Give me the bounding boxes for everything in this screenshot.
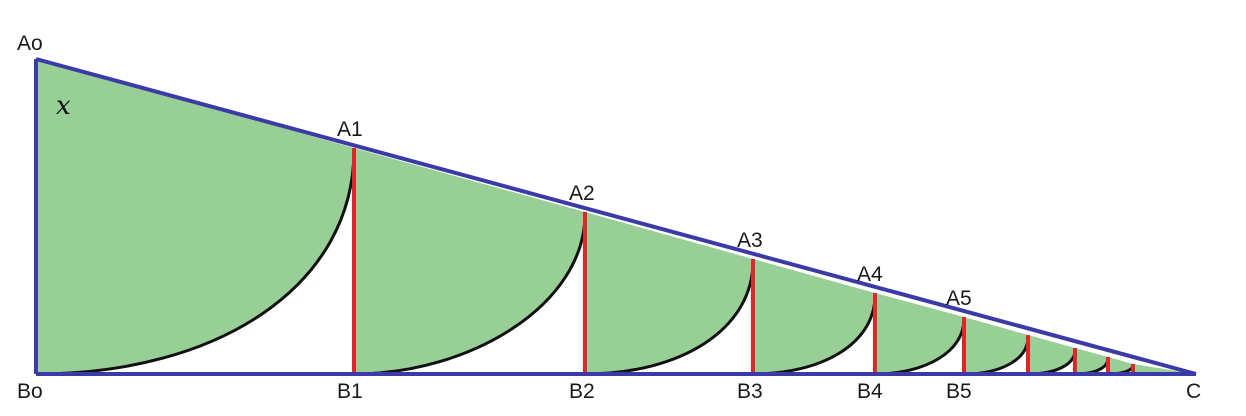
triangle xyxy=(34,57,1197,376)
variable-x-label: x xyxy=(56,91,71,121)
shaded-region-7 xyxy=(1075,348,1108,374)
label-a1: A1 xyxy=(337,118,363,141)
shaded-region-4 xyxy=(875,293,964,374)
shaded-region-2 xyxy=(585,212,753,374)
arc-3 xyxy=(584,260,755,376)
shaded-region-3 xyxy=(753,259,875,374)
label-bo: Bo xyxy=(17,380,43,403)
label-b2: B2 xyxy=(569,380,595,403)
shaded-region-5 xyxy=(964,317,1028,374)
label-a5: A5 xyxy=(946,287,972,310)
label-a4: A4 xyxy=(857,263,883,286)
label-b3: B3 xyxy=(737,380,763,403)
label-b5: B5 xyxy=(946,380,972,403)
arc-1 xyxy=(35,149,356,376)
shaded-region-1 xyxy=(354,148,585,374)
shaded-region-0 xyxy=(36,59,354,374)
label-ao: Ao xyxy=(17,32,43,55)
label-c: C xyxy=(1186,380,1201,403)
edge-ao-c xyxy=(35,57,1197,376)
label-a2: A2 xyxy=(569,182,595,205)
label-b4: B4 xyxy=(857,380,883,403)
shaded-region-6 xyxy=(1028,335,1075,374)
label-b1: B1 xyxy=(337,380,363,403)
arc-2 xyxy=(353,213,587,376)
vertical-segments xyxy=(352,148,1135,374)
label-a3: A3 xyxy=(737,229,763,252)
